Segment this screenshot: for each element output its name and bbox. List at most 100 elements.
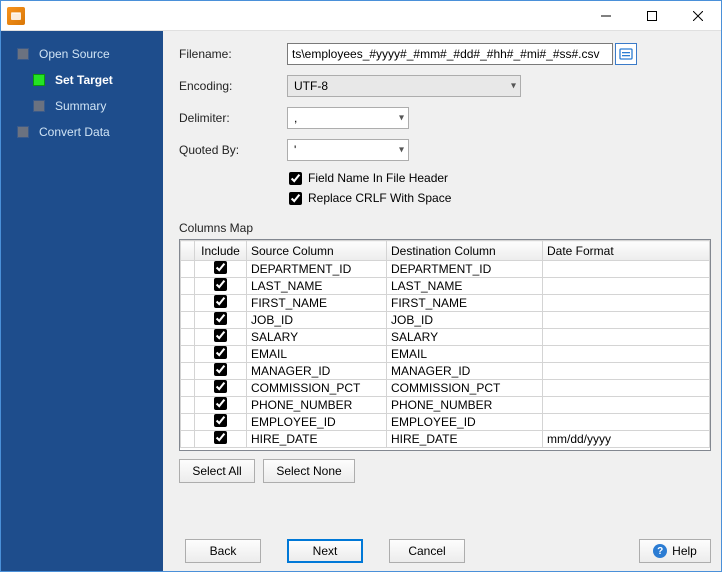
row-handle[interactable] <box>181 431 195 448</box>
dest-column-cell[interactable]: DEPARTMENT_ID <box>387 261 543 278</box>
table-row[interactable]: EMPLOYEE_IDEMPLOYEE_ID <box>181 414 710 431</box>
include-checkbox[interactable] <box>214 414 227 427</box>
dest-column-cell[interactable]: EMAIL <box>387 346 543 363</box>
date-format-cell[interactable] <box>543 312 710 329</box>
include-checkbox[interactable] <box>214 295 227 308</box>
source-column-cell[interactable]: FIRST_NAME <box>247 295 387 312</box>
encoding-select[interactable]: UTF-8 ▾ <box>287 75 521 97</box>
date-format-cell[interactable] <box>543 295 710 312</box>
source-column-cell[interactable]: EMPLOYEE_ID <box>247 414 387 431</box>
wizard-step-summary[interactable]: Summary <box>23 93 163 119</box>
include-checkbox[interactable] <box>214 261 227 274</box>
row-handle[interactable] <box>181 363 195 380</box>
include-checkbox[interactable] <box>214 397 227 410</box>
row-handle[interactable] <box>181 312 195 329</box>
dest-column-cell[interactable]: FIRST_NAME <box>387 295 543 312</box>
date-format-cell[interactable] <box>543 346 710 363</box>
include-checkbox[interactable] <box>214 329 227 342</box>
row-handle[interactable] <box>181 295 195 312</box>
dest-column-cell[interactable]: JOB_ID <box>387 312 543 329</box>
table-row[interactable]: MANAGER_IDMANAGER_ID <box>181 363 710 380</box>
close-button[interactable] <box>675 1 721 31</box>
quotedby-select[interactable]: ' ▾ <box>287 139 409 161</box>
row-handle[interactable] <box>181 397 195 414</box>
table-row[interactable]: SALARYSALARY <box>181 329 710 346</box>
date-format-cell[interactable] <box>543 380 710 397</box>
row-handle[interactable] <box>181 278 195 295</box>
select-none-button[interactable]: Select None <box>263 459 355 483</box>
crlf-checkbox[interactable] <box>289 192 302 205</box>
header-checkbox-label[interactable]: Field Name In File Header <box>308 171 448 185</box>
include-checkbox[interactable] <box>214 346 227 359</box>
next-button[interactable]: Next <box>287 539 363 563</box>
maximize-button[interactable] <box>629 1 675 31</box>
date-format-cell[interactable] <box>543 261 710 278</box>
source-column-cell[interactable]: SALARY <box>247 329 387 346</box>
col-header-source[interactable]: Source Column <box>247 241 387 261</box>
source-column-cell[interactable]: COMMISSION_PCT <box>247 380 387 397</box>
columns-map-label: Columns Map <box>179 221 711 235</box>
table-row[interactable]: JOB_IDJOB_ID <box>181 312 710 329</box>
date-format-cell[interactable] <box>543 278 710 295</box>
step-label: Set Target <box>55 73 113 87</box>
col-header-dest[interactable]: Destination Column <box>387 241 543 261</box>
wizard-step-open-source[interactable]: Open Source <box>7 41 163 67</box>
wizard-step-set-target[interactable]: Set Target <box>23 67 163 93</box>
dest-column-cell[interactable]: PHONE_NUMBER <box>387 397 543 414</box>
table-row[interactable]: EMAILEMAIL <box>181 346 710 363</box>
step-indicator-icon <box>17 48 29 60</box>
include-checkbox[interactable] <box>214 363 227 376</box>
header-checkbox[interactable] <box>289 172 302 185</box>
source-column-cell[interactable]: PHONE_NUMBER <box>247 397 387 414</box>
back-button[interactable]: Back <box>185 539 261 563</box>
select-all-button[interactable]: Select All <box>179 459 255 483</box>
row-handle[interactable] <box>181 380 195 397</box>
columns-map-table[interactable]: Include Source Column Destination Column… <box>179 239 711 451</box>
table-row[interactable]: DEPARTMENT_IDDEPARTMENT_ID <box>181 261 710 278</box>
col-header-datefmt[interactable]: Date Format <box>543 241 710 261</box>
col-header-include[interactable]: Include <box>195 241 247 261</box>
source-column-cell[interactable]: MANAGER_ID <box>247 363 387 380</box>
source-column-cell[interactable]: HIRE_DATE <box>247 431 387 448</box>
row-handle[interactable] <box>181 346 195 363</box>
include-checkbox[interactable] <box>214 278 227 291</box>
date-format-cell[interactable] <box>543 363 710 380</box>
dest-column-cell[interactable]: MANAGER_ID <box>387 363 543 380</box>
source-column-cell[interactable]: LAST_NAME <box>247 278 387 295</box>
dest-column-cell[interactable]: LAST_NAME <box>387 278 543 295</box>
step-label: Convert Data <box>39 125 110 139</box>
table-row[interactable]: HIRE_DATEHIRE_DATEmm/dd/yyyy <box>181 431 710 448</box>
row-handle[interactable] <box>181 329 195 346</box>
table-row[interactable]: LAST_NAMELAST_NAME <box>181 278 710 295</box>
row-handle[interactable] <box>181 261 195 278</box>
include-checkbox[interactable] <box>214 431 227 444</box>
source-column-cell[interactable]: DEPARTMENT_ID <box>247 261 387 278</box>
crlf-checkbox-label[interactable]: Replace CRLF With Space <box>308 191 451 205</box>
help-button[interactable]: ? Help <box>639 539 711 563</box>
delimiter-select[interactable]: , ▾ <box>287 107 409 129</box>
cancel-button[interactable]: Cancel <box>389 539 465 563</box>
date-format-cell[interactable]: mm/dd/yyyy <box>543 431 710 448</box>
date-format-cell[interactable] <box>543 397 710 414</box>
col-header-handle[interactable] <box>181 241 195 261</box>
dest-column-cell[interactable]: SALARY <box>387 329 543 346</box>
table-row[interactable]: COMMISSION_PCTCOMMISSION_PCT <box>181 380 710 397</box>
date-format-cell[interactable] <box>543 329 710 346</box>
table-row[interactable]: FIRST_NAMEFIRST_NAME <box>181 295 710 312</box>
source-column-cell[interactable]: JOB_ID <box>247 312 387 329</box>
browse-button[interactable] <box>615 43 637 65</box>
dest-column-cell[interactable]: EMPLOYEE_ID <box>387 414 543 431</box>
wizard-step-convert-data[interactable]: Convert Data <box>7 119 163 145</box>
table-row[interactable]: PHONE_NUMBERPHONE_NUMBER <box>181 397 710 414</box>
dest-column-cell[interactable]: HIRE_DATE <box>387 431 543 448</box>
filename-input[interactable] <box>287 43 613 65</box>
include-checkbox[interactable] <box>214 312 227 325</box>
content-panel: Filename: Encoding: UTF-8 ▾ Delimiter: ,… <box>163 31 721 571</box>
source-column-cell[interactable]: EMAIL <box>247 346 387 363</box>
include-checkbox[interactable] <box>214 380 227 393</box>
row-handle[interactable] <box>181 414 195 431</box>
date-format-cell[interactable] <box>543 414 710 431</box>
minimize-button[interactable] <box>583 1 629 31</box>
dest-column-cell[interactable]: COMMISSION_PCT <box>387 380 543 397</box>
wizard-sidebar: Open Source Set Target Summary Convert Data <box>1 31 163 571</box>
